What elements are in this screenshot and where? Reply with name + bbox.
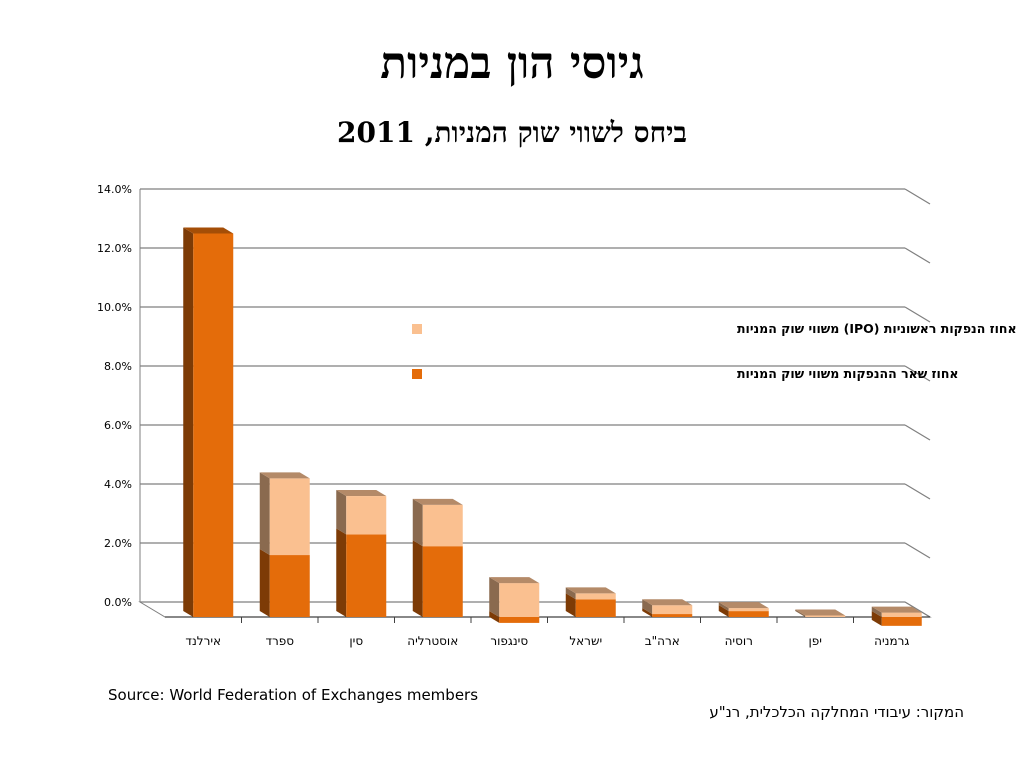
legend-item-other: אחוז שאר ההנפקות משווי שוק המניות [737, 366, 959, 381]
x-category-label: רוסיה [725, 634, 753, 648]
bar-ipo-side [259, 472, 270, 556]
gridline-side [904, 365, 931, 382]
bar-other-issues [422, 546, 463, 617]
y-tick-label: 8.0% [104, 360, 132, 373]
bar-top-cap [489, 577, 540, 584]
y-tick-label: 0.0% [104, 596, 132, 609]
bar-other-issues [881, 617, 922, 626]
bar-ipo [346, 496, 387, 535]
gridline-side [904, 247, 931, 264]
bar-other-issues-side [489, 611, 500, 623]
x-category-label: ספרד [265, 634, 294, 648]
legend-item-ipo: אחוז הנפקות ראשוניות (IPO) משווי שוק המנ… [737, 321, 1017, 336]
bar-top-cap [795, 609, 846, 616]
gridline-side [904, 483, 931, 500]
bar-top-cap [183, 227, 234, 234]
bar-ipo-side [565, 587, 576, 600]
bar-other-issues [652, 614, 693, 617]
page-title: גיוסי הון במניות [380, 38, 644, 89]
bar-top-cap [259, 472, 310, 479]
bar-other-issues-side [871, 611, 882, 626]
x-category-label: ארה"ב [645, 634, 680, 648]
bar-ipo-side [336, 490, 347, 535]
gridline-side [904, 306, 931, 323]
bar-other-issues-side [336, 528, 347, 617]
x-category-label: יפן [809, 634, 822, 648]
legend-item-other-swatch [412, 369, 422, 379]
x-category-label: אירלנד [185, 634, 221, 648]
bar-ipo [422, 504, 463, 547]
stacked-bar-chart: 0.0% 2.0% 4.0% 6.0% 8.0% 10.0% 12.0% 14.0% אירלנ… [97, 183, 1017, 648]
bar-other-issues [193, 233, 234, 617]
bar-ipo [652, 605, 693, 615]
bar-ipo-side [718, 602, 729, 612]
bar-top-cap [412, 498, 463, 505]
bar-other-issues [575, 599, 616, 617]
bar-other-issues [346, 534, 387, 617]
x-category-label: ישראל [569, 634, 602, 648]
bar-ipo-side [871, 606, 882, 617]
bar-top-cap [565, 587, 616, 594]
x-category-label: סין [349, 634, 363, 648]
source-hebrew: המקור: עיבודי המחלקה הכלכלית, רנ"ע [709, 703, 964, 721]
bar-ipo-side [795, 609, 806, 617]
gridline-side [904, 424, 931, 441]
y-tick-label: 4.0% [104, 478, 132, 491]
x-category-label: אוסטרליה [407, 634, 458, 648]
bar-ipo-side [489, 577, 500, 617]
source-english: Source: World Federation of Exchanges me… [108, 686, 479, 704]
x-category-label: גרמניה [874, 634, 909, 648]
bar-other-issues [499, 617, 540, 623]
bar-other-issues-side [183, 227, 194, 617]
bar-other-issues [269, 555, 310, 617]
bar-top-cap [642, 599, 693, 606]
gridline-side [904, 542, 931, 559]
bar-other-issues [728, 611, 769, 617]
bar-other-issues-side [565, 593, 576, 617]
bar-ipo [805, 615, 846, 617]
legend-item-ipo-swatch [412, 324, 422, 334]
bar-other-issues-side [718, 605, 729, 617]
y-tick-label: 2.0% [104, 537, 132, 550]
y-tick-label: 12.0% [97, 242, 132, 255]
bar-ipo [499, 583, 540, 617]
bar-ipo [269, 478, 310, 556]
page-subtitle: ביחס לשווי שוק המניות, 2011 [337, 116, 687, 149]
bar-top-cap [718, 602, 769, 609]
y-tick-label: 14.0% [97, 183, 132, 196]
bar-ipo [881, 612, 922, 617]
bar-ipo-side [642, 599, 653, 615]
bar-other-issues-side [412, 540, 423, 617]
bar-ipo [728, 608, 769, 612]
gridline-side [904, 188, 931, 205]
y-tick-label: 10.0% [97, 301, 132, 314]
x-category-label: סינגפור [490, 634, 528, 648]
bar-other-issues-side [259, 549, 270, 617]
bar-top-cap [871, 606, 922, 613]
bar-ipo-side [412, 498, 423, 547]
bar-ipo [575, 593, 616, 600]
bar-top-cap [336, 490, 387, 497]
bar-other-issues-side [642, 608, 653, 617]
y-tick-label: 6.0% [104, 419, 132, 432]
